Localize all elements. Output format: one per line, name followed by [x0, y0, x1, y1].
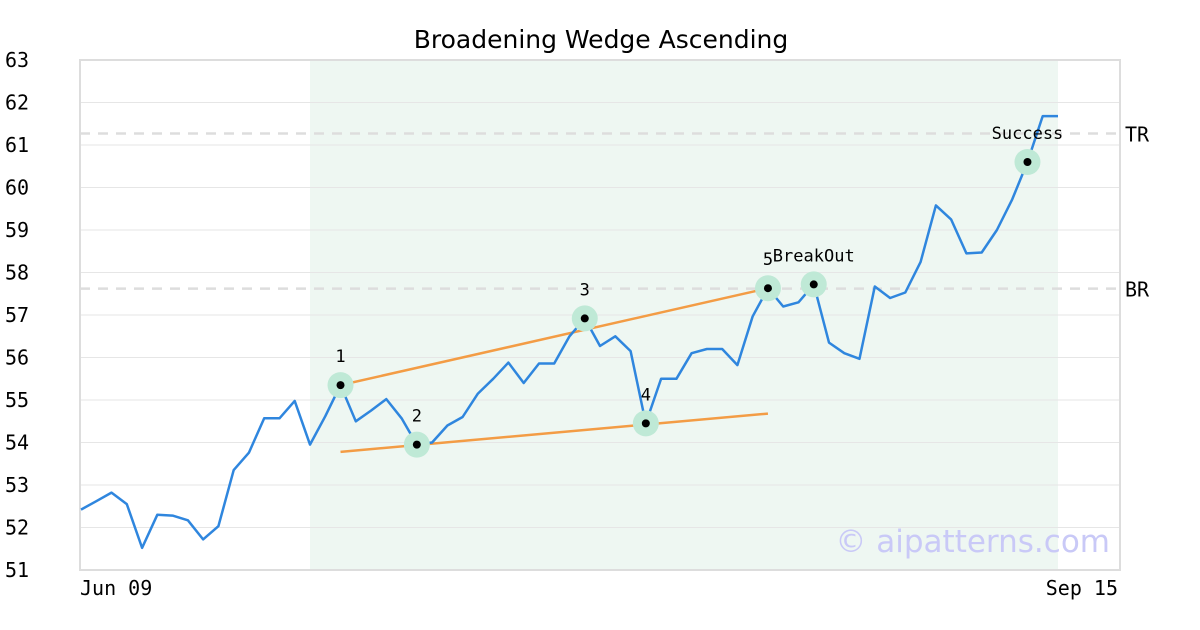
y-tick-label: 55	[5, 388, 29, 412]
x-tick-label: Jun 09	[80, 576, 152, 600]
y-tick-label: 56	[5, 346, 29, 370]
level-lines: TR BR	[80, 123, 1150, 302]
point-label: 5	[763, 250, 773, 270]
point-dot	[809, 280, 818, 289]
y-axis-ticks: 51 52 53 54 55 56 57 58 59 60 61 62 63	[5, 48, 29, 582]
y-tick-label: 63	[5, 48, 29, 72]
y-tick-label: 59	[5, 218, 29, 242]
point-label: Success	[992, 124, 1064, 144]
pattern-points: 1 2 3 4 5 BreakOut Success	[327, 124, 1064, 458]
y-tick-label: 61	[5, 133, 29, 157]
point-label: 4	[641, 385, 651, 405]
chart-title: Broadening Wedge Ascending	[414, 25, 789, 54]
y-tick-label: 60	[5, 176, 29, 200]
pattern-point: 3	[571, 280, 598, 332]
x-axis-ticks: Jun 09 Sep 15	[80, 576, 1118, 600]
pattern-point: 4	[632, 385, 659, 437]
y-tick-label: 57	[5, 303, 29, 327]
level-label-tr: TR	[1125, 123, 1150, 147]
upper-trendline	[340, 287, 769, 387]
point-label: BreakOut	[773, 246, 855, 266]
pattern-point: Success	[992, 124, 1064, 175]
point-dot	[641, 419, 650, 428]
pattern-point: 2	[403, 407, 430, 458]
point-label: 2	[412, 407, 422, 427]
point-label: 3	[580, 280, 590, 300]
y-tick-label: 58	[5, 261, 29, 285]
pattern-point: BreakOut	[773, 246, 855, 298]
level-label-br: BR	[1125, 278, 1150, 302]
y-tick-label: 51	[5, 558, 29, 582]
y-tick-label: 53	[5, 473, 29, 497]
point-dot	[1023, 158, 1032, 166]
plot-frame	[79, 59, 1121, 571]
x-tick-label: Sep 15	[1046, 576, 1118, 600]
y-tick-label: 62	[5, 91, 29, 115]
point-dot	[412, 440, 421, 449]
point-label: 1	[335, 347, 345, 367]
point-dot	[763, 284, 772, 293]
price-series	[80, 114, 1058, 550]
pattern-point: 1	[327, 347, 354, 399]
price-line	[80, 114, 1058, 550]
watermark: © aipatterns.com	[835, 524, 1110, 560]
point-dot	[336, 381, 345, 390]
pattern-point: 5	[754, 250, 781, 302]
y-tick-label: 54	[5, 431, 29, 455]
y-tick-label: 52	[5, 516, 29, 540]
point-dot	[580, 314, 589, 323]
